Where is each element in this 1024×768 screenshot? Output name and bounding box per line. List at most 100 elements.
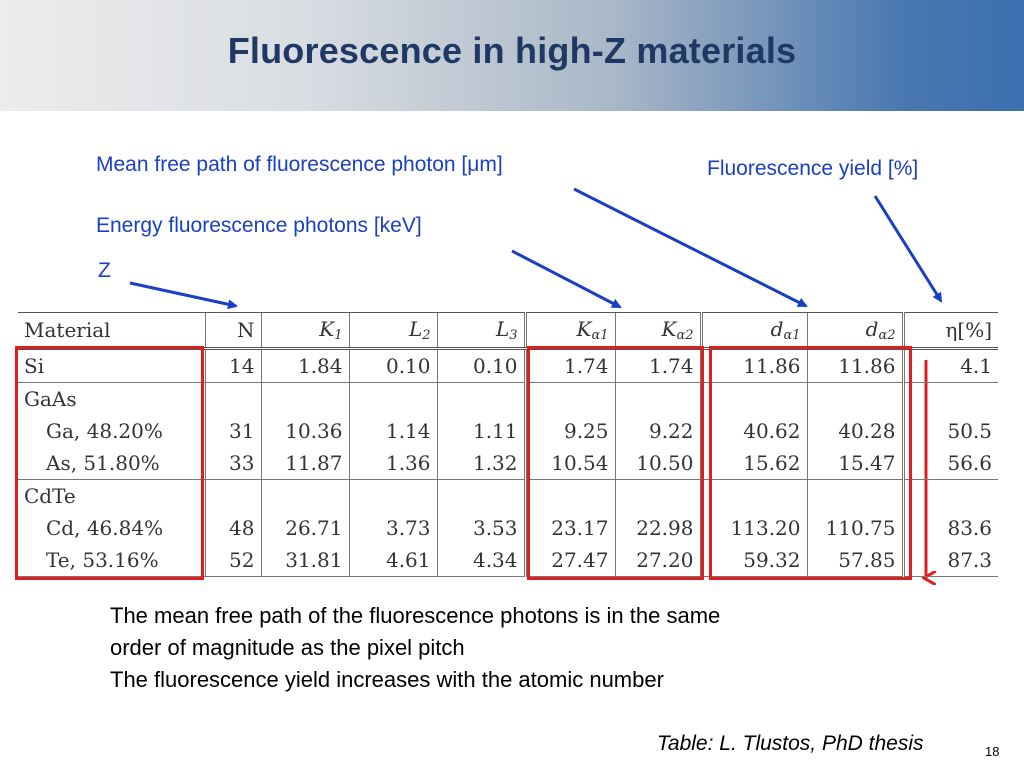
value-cell xyxy=(699,382,807,415)
header-l3-sub: 3 xyxy=(509,328,518,343)
value-cell: 33 xyxy=(204,447,261,480)
label-energy: Energy fluorescence photons [keV] xyxy=(96,214,422,237)
header-ka1-sub: α1 xyxy=(591,328,609,343)
value-cell: 1.74 xyxy=(523,348,615,383)
header-da1-symbol: d xyxy=(770,317,784,341)
value-cell: 87.3 xyxy=(901,544,998,577)
value-cell: 1.74 xyxy=(614,348,701,383)
value-cell: 50.5 xyxy=(901,415,998,447)
header-ka1-symbol: K xyxy=(576,317,592,341)
value-cell: 31 xyxy=(204,415,261,447)
arrow-mean-free-path xyxy=(573,187,808,308)
value-cell: 1.36 xyxy=(348,447,437,480)
header-l3: L3 xyxy=(436,312,525,350)
value-cell xyxy=(348,479,437,512)
header-eta: η[%] xyxy=(901,312,998,350)
value-cell xyxy=(614,479,701,512)
value-cell xyxy=(348,382,437,415)
material-cell: Te, 53.16% xyxy=(18,544,205,577)
value-cell: 10.50 xyxy=(614,447,701,480)
header-l2-sub: 2 xyxy=(422,328,431,343)
value-cell: 9.25 xyxy=(523,415,615,447)
header-da2-symbol: d xyxy=(865,317,879,341)
header-da1-sub: α1 xyxy=(783,328,801,343)
value-cell: 31.81 xyxy=(260,544,349,577)
header-ka2-sub: α2 xyxy=(676,328,694,343)
arrow-z xyxy=(129,281,238,310)
value-cell: 26.71 xyxy=(260,512,349,544)
material-cell: Cd, 46.84% xyxy=(46,516,164,540)
table-body: Si 14 1.84 0.10 0.10 1.74 1.74 11.86 11.86 4.1 GaA… xyxy=(18,348,998,577)
value-cell xyxy=(523,382,615,415)
notes: The mean free path of the fluorescence p… xyxy=(110,600,720,696)
value-cell xyxy=(901,479,998,512)
value-cell xyxy=(806,479,903,512)
table-credit: Table: L. Tlustos, PhD thesis xyxy=(657,732,924,755)
value-cell: 83.6 xyxy=(901,512,998,544)
header-k1-symbol: K xyxy=(319,317,335,341)
label-fluorescence-yield: Fluorescence yield [%] xyxy=(707,157,919,180)
value-cell: 3.73 xyxy=(348,512,437,544)
value-cell: 3.53 xyxy=(436,512,525,544)
value-cell: 1.32 xyxy=(436,447,525,480)
material-cell: CdTe xyxy=(18,479,205,512)
value-cell xyxy=(806,382,903,415)
value-cell: 15.47 xyxy=(806,447,903,480)
value-cell: 57.85 xyxy=(806,544,903,577)
value-cell: 22.98 xyxy=(614,512,701,544)
table-row: Cd, 46.84% 48 26.71 3.73 3.53 23.17 22.98 113.2… xyxy=(18,512,998,544)
value-cell: 1.84 xyxy=(260,348,349,383)
material-cell: Ga, 48.20% xyxy=(46,419,163,443)
highlight-mean-free-path-columns xyxy=(709,346,912,580)
header-ka2-symbol: K xyxy=(661,317,677,341)
value-cell: 11.87 xyxy=(260,447,349,480)
value-cell: 9.22 xyxy=(614,415,701,447)
value-cell xyxy=(523,479,615,512)
header-l2-symbol: L xyxy=(408,317,423,341)
value-cell xyxy=(204,479,261,512)
value-cell: 14 xyxy=(204,348,261,383)
header-k1: K1 xyxy=(260,312,349,350)
value-cell: 23.17 xyxy=(523,512,615,544)
value-cell: 10.36 xyxy=(260,415,349,447)
header-da2-sub: α2 xyxy=(878,328,896,343)
header-ka1: Kα1 xyxy=(523,312,615,350)
value-cell xyxy=(260,382,349,415)
value-cell: 10.54 xyxy=(523,447,615,480)
table-header-row: Material N K1 L2 L3 Kα1 Kα2 dα1 dα2 η[%] xyxy=(18,312,998,350)
header-l2: L2 xyxy=(348,312,437,350)
value-cell: 1.11 xyxy=(436,415,525,447)
value-cell: 11.86 xyxy=(806,348,903,383)
header-l3-symbol: L xyxy=(495,317,510,341)
note-line-2: order of magnitude as the pixel pitch xyxy=(110,635,465,660)
header-k1-sub: 1 xyxy=(334,328,343,343)
value-cell: 0.10 xyxy=(436,348,525,383)
title-band xyxy=(0,0,1024,111)
value-cell: 0.10 xyxy=(348,348,437,383)
value-cell: 56.6 xyxy=(901,447,998,480)
value-cell xyxy=(436,382,525,415)
value-cell xyxy=(901,382,998,415)
value-cell: 4.34 xyxy=(436,544,525,577)
value-cell: 27.20 xyxy=(614,544,701,577)
value-cell: 27.47 xyxy=(523,544,615,577)
table-row: Te, 53.16% 52 31.81 4.61 4.34 27.47 27.20 59.32… xyxy=(18,544,998,577)
value-cell xyxy=(204,382,261,415)
value-cell: 4.61 xyxy=(348,544,437,577)
fluorescence-table: Material N K1 L2 L3 Kα1 Kα2 dα1 dα2 η[%]… xyxy=(18,312,998,577)
header-material: Material xyxy=(18,312,205,350)
value-cell: 52 xyxy=(204,544,261,577)
slide-number: 18 xyxy=(985,744,1000,759)
material-cell: As, 51.80% xyxy=(46,451,160,475)
value-cell xyxy=(436,479,525,512)
value-cell: 4.1 xyxy=(901,348,998,383)
label-mean-free-path: Mean free path of fluorescence photon [μ… xyxy=(96,153,503,176)
material-cell: Si xyxy=(18,348,205,383)
value-cell: 110.75 xyxy=(806,512,903,544)
note-line-1: The mean free path of the fluorescence p… xyxy=(110,603,721,628)
header-ka2: Kα2 xyxy=(614,312,701,350)
value-cell: 1.14 xyxy=(348,415,437,447)
table-row: Ga, 48.20% 31 10.36 1.14 1.11 9.25 9.22 40.62 40… xyxy=(18,415,998,447)
header-da2: dα2 xyxy=(806,312,903,350)
slide-title: Fluorescence in high-Z materials xyxy=(227,30,797,71)
